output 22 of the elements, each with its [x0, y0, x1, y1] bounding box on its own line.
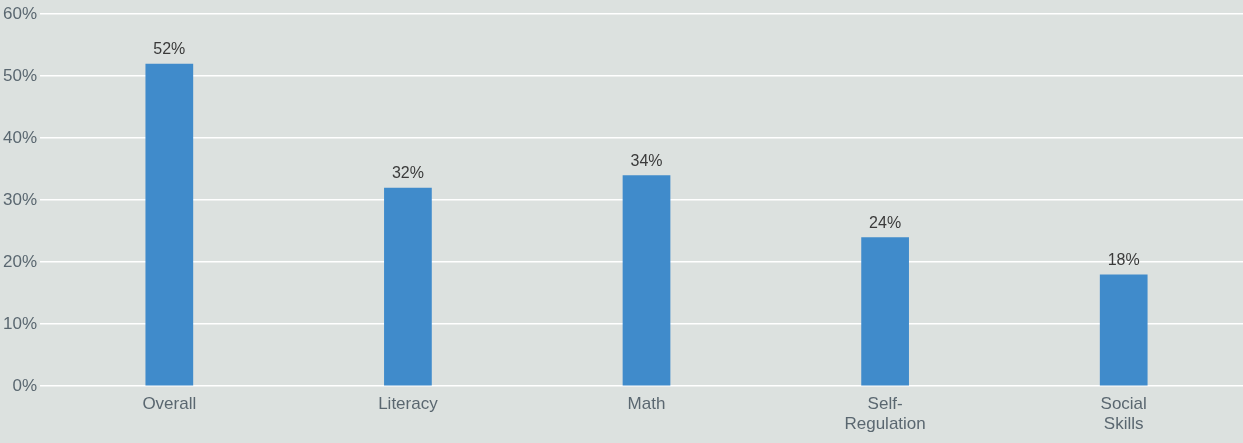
y-tick-label: 60%	[2, 3, 38, 23]
x-tick-label: Social Skills	[1100, 394, 1147, 434]
bar	[861, 237, 909, 386]
data-label: 52%	[153, 40, 186, 58]
x-tick-label: Self-Regulation	[844, 394, 926, 434]
data-label: 32%	[391, 164, 424, 182]
y-tick-label: 0%	[12, 375, 38, 395]
y-tick-label: 30%	[2, 189, 38, 209]
bar	[1099, 274, 1148, 386]
x-tick-label: Overall	[142, 394, 197, 414]
data-label: 34%	[630, 151, 663, 169]
y-tick-label: 10%	[2, 313, 38, 333]
y-tick-label: 50%	[2, 65, 38, 85]
data-label: 24%	[869, 213, 902, 231]
bar	[622, 175, 671, 386]
x-tick-label: Literacy	[378, 394, 439, 414]
bar	[384, 187, 432, 386]
x-tick-label: Math	[627, 394, 666, 414]
y-tick-label: 20%	[2, 251, 38, 271]
y-tick-label: 40%	[2, 127, 38, 147]
bar	[145, 63, 194, 386]
data-label: 18%	[1107, 250, 1140, 268]
